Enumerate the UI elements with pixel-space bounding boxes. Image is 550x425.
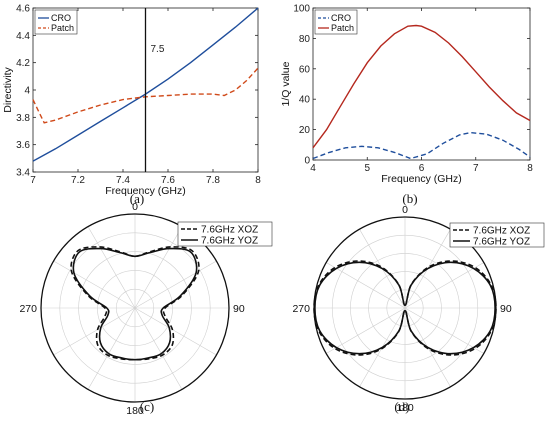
y-axis-label: 1/Q value xyxy=(280,61,292,106)
legend-label: Patch xyxy=(51,23,74,33)
x-axis-label: Frequency (GHz) xyxy=(105,185,186,197)
polar-outer-circle xyxy=(313,216,497,400)
y-tick-label: 0 xyxy=(304,156,310,167)
x-tick-label: 5 xyxy=(364,163,370,174)
legend-label: CRO xyxy=(331,13,351,23)
polar-series-xoz xyxy=(313,260,497,356)
polar-grid-spoke xyxy=(134,226,183,309)
y-tick-label: 3.6 xyxy=(16,140,30,151)
polar-grid-spoke xyxy=(404,307,484,354)
plot-area-b xyxy=(312,7,531,161)
y-tick-label: 3.8 xyxy=(16,113,30,124)
caption-a: (a) xyxy=(130,191,144,206)
legend-box-a xyxy=(34,9,78,35)
caption-c: (c) xyxy=(140,399,154,414)
x-tick-label: 7.2 xyxy=(71,175,85,186)
y-tick-label: 40 xyxy=(299,95,311,106)
polar-series-yoz xyxy=(314,261,496,355)
legend-label: 7.6GHz XOZ xyxy=(473,226,530,237)
y-tick-label: 20 xyxy=(299,125,311,136)
polar-outer-circle xyxy=(40,213,230,403)
x-tick-label: 8 xyxy=(527,163,533,174)
legend-box-c xyxy=(177,221,273,247)
caption-d: (d) xyxy=(394,399,409,414)
polar-grid-spoke xyxy=(53,260,136,309)
legend-label: CRO xyxy=(51,13,71,23)
x-axis-label: Frequency (GHz) xyxy=(381,173,462,185)
x-tick-label: 4 xyxy=(310,163,316,174)
angle-label: 180 xyxy=(396,402,414,414)
polar-grid-spoke xyxy=(134,260,217,309)
angle-label: 90 xyxy=(500,303,512,315)
angle-label: 0 xyxy=(402,204,408,216)
x-tick-label: 7 xyxy=(473,163,479,174)
marker-label: 7.5 xyxy=(151,44,165,55)
x-tick-label: 8 xyxy=(255,175,261,186)
x-tick-label: 7.6 xyxy=(161,175,175,186)
angle-label: 270 xyxy=(292,303,310,315)
polar-grid-spoke xyxy=(87,226,136,309)
y-tick-label: 100 xyxy=(293,4,310,15)
y-tick-label: 60 xyxy=(299,64,311,75)
angle-label: 180 xyxy=(126,405,144,417)
legend-label: Patch xyxy=(331,23,354,33)
x-tick-label: 7.4 xyxy=(116,175,130,186)
y-tick-label: 4 xyxy=(24,86,30,97)
legend-label: 7.6GHz XOZ xyxy=(201,225,258,236)
series-line-patch xyxy=(312,24,531,149)
y-axis-label: Directivity xyxy=(2,67,14,113)
chart-a: 7 7.2 7.4 7.6 7.8 8 3.4 3.6 3.8 4 4.2 4.4 4.6 Frequen… xyxy=(2,4,261,207)
polar-series-yoz xyxy=(72,247,198,361)
polar-grid-spoke xyxy=(87,307,136,390)
y-tick-label: 4.4 xyxy=(16,31,30,42)
polar-grid-spoke xyxy=(326,262,406,309)
angle-label: 0 xyxy=(132,201,138,213)
legend-box-d xyxy=(449,222,545,248)
legend-box-b xyxy=(314,9,358,35)
y-tick-label: 80 xyxy=(299,34,311,45)
legend-label: 7.6GHz YOZ xyxy=(201,236,258,247)
polar-grid-spoke xyxy=(53,307,136,356)
y-tick-label: 4.6 xyxy=(16,4,30,15)
caption-b: (b) xyxy=(402,191,417,206)
polar-grid-spoke xyxy=(404,262,484,309)
y-tick-label: 3.4 xyxy=(16,168,30,179)
x-tick-label: 7 xyxy=(30,175,36,186)
angle-label: 270 xyxy=(19,303,37,315)
legend-label: 7.6GHz YOZ xyxy=(473,237,530,248)
polar-grid-spoke xyxy=(134,307,217,356)
polar-grid-spoke xyxy=(326,307,406,354)
y-tick-label: 4.2 xyxy=(16,58,30,69)
polar-grid-spoke xyxy=(134,307,183,390)
x-tick-label: 7.8 xyxy=(206,175,220,186)
series-line-cro xyxy=(312,131,531,160)
polar-series-xoz xyxy=(70,246,200,361)
x-tick-label: 6 xyxy=(419,163,425,174)
angle-label: 90 xyxy=(233,303,245,315)
